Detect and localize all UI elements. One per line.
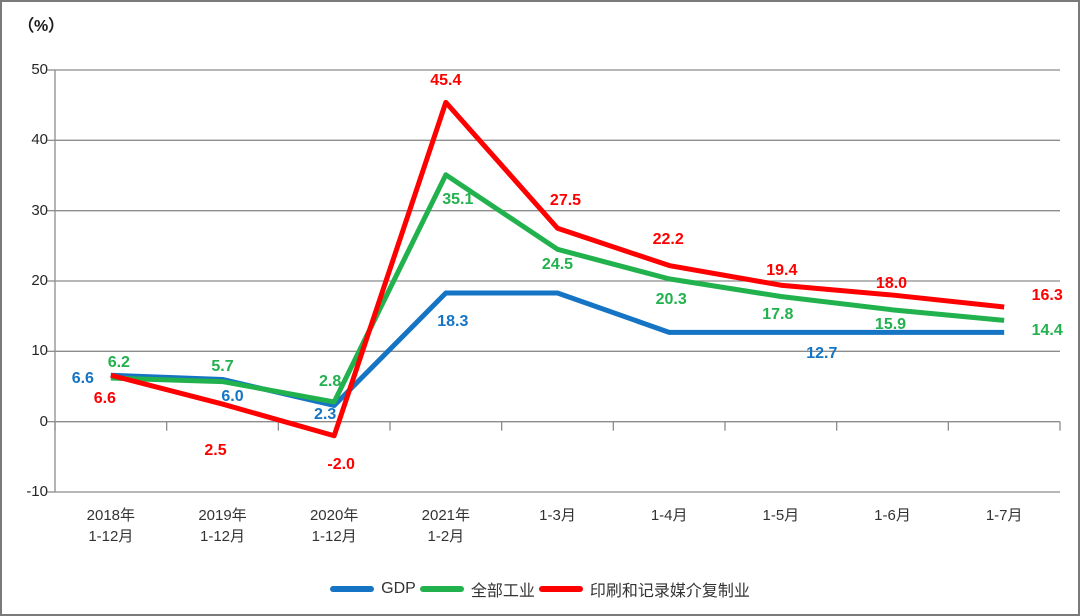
data-label-series0-pt0: 6.6 [71, 370, 94, 388]
legend: GDP 全部工业 印刷和记录媒介复制业 [2, 577, 1078, 601]
data-label-series1-pt8: 14.4 [1031, 322, 1063, 340]
x-category-label-0: 2018年 1-12月 [86, 507, 136, 545]
data-label-series0-pt3: 18.3 [437, 312, 469, 330]
legend-item-all-industry: 全部工业 [419, 577, 535, 601]
printing-media-line-swatch-icon [538, 586, 583, 592]
series-line-0 [110, 290, 1005, 408]
data-label-series2-pt3: 45.4 [430, 72, 462, 90]
x-category-label-2: 2020年 1-12月 [309, 507, 359, 545]
data-label-series1-pt6: 17.8 [762, 306, 794, 324]
data-label-series2-pt1: 2.5 [204, 442, 227, 460]
y-tick-label-50: 50 [31, 61, 48, 78]
y-tick-label-10: 10 [31, 342, 48, 360]
data-label-series1-pt5: 20.3 [655, 290, 687, 308]
x-category-label-7: 1-6月 [874, 507, 911, 524]
y-axis-unit-label: （%） [18, 18, 65, 35]
data-label-series2-pt8: 16.3 [1031, 287, 1063, 305]
data-label-series2-pt4: 27.5 [549, 192, 582, 210]
x-category-label-1: 2019年 1-12月 [198, 507, 247, 545]
x-category-label-8: 1-7月 [985, 507, 1023, 524]
data-label-series1-pt0: 6.2 [107, 354, 130, 372]
legend-label-all-industry: 全部工业 [470, 583, 535, 600]
data-label-series2-pt7: 18.0 [875, 275, 908, 293]
data-label-series1-pt4: 24.5 [541, 256, 574, 274]
data-label-series1-pt1: 5.7 [211, 357, 234, 375]
x-category-label-3: 2021年 1-2月 [421, 507, 471, 545]
series-line-2 [110, 99, 1005, 439]
legend-label-printing-media: 印刷和记录媒介复制业 [589, 583, 750, 600]
all-industry-line-swatch-icon [419, 586, 464, 592]
y-tick-label-30: 30 [31, 201, 48, 219]
data-label-series1-pt3: 35.1 [442, 190, 474, 208]
data-label-series2-pt6: 19.4 [766, 262, 798, 280]
data-label-series0-pt1: 6.0 [221, 388, 244, 406]
x-category-label-6: 1-5月 [762, 507, 800, 524]
data-label-series2-pt2: -2.0 [327, 455, 355, 473]
y-tick-label-40: 40 [31, 131, 48, 149]
y-tick-label--10: -10 [26, 483, 48, 500]
legend-label-gdp: GDP [381, 580, 416, 597]
data-label-series0-pt2: 2.3 [314, 406, 337, 424]
series-line-1 [110, 172, 1005, 405]
data-label-series2-pt0: 6.6 [93, 390, 116, 408]
x-category-label-4: 1-3月 [539, 507, 576, 524]
x-category-label-5: 1-4月 [650, 507, 688, 524]
data-label-series1-pt2: 2.8 [319, 372, 342, 390]
y-tick-label-20: 20 [31, 272, 48, 289]
data-label-series1-pt7: 15.9 [874, 315, 907, 333]
legend-item-printing-media: 印刷和记录媒介复制业 [538, 577, 750, 601]
gdp-line-swatch-icon [330, 586, 375, 592]
legend-item-gdp: GDP [330, 580, 416, 598]
data-label-series0-pt6: 12.7 [806, 345, 838, 363]
data-label-series2-pt5: 22.2 [652, 230, 684, 248]
y-tick-label-0: 0 [39, 412, 48, 430]
